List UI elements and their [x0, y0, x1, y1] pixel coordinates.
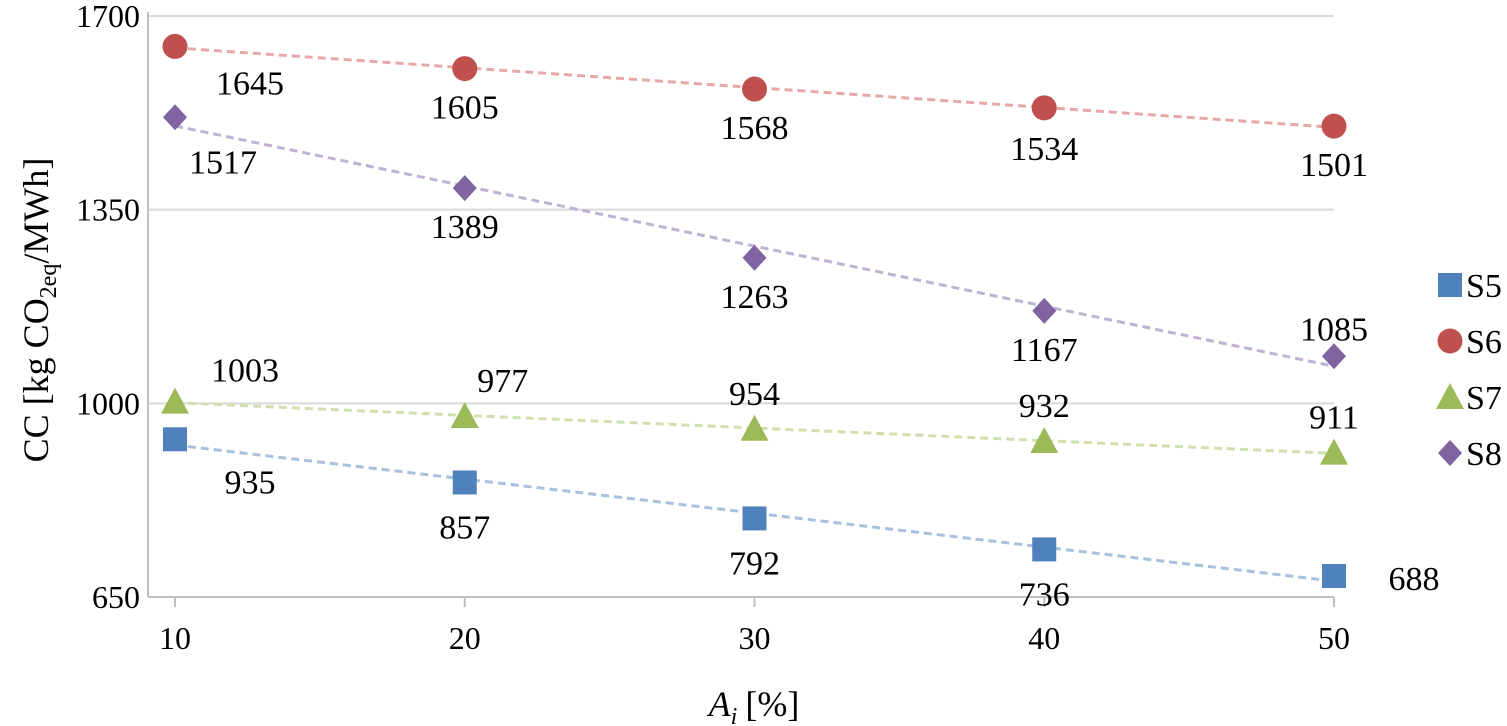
- data-point-s6: [742, 76, 767, 102]
- data-point-s6: [1031, 95, 1057, 121]
- data-label-s8: 1263: [721, 279, 789, 316]
- data-label-s8: 1517: [189, 144, 257, 181]
- data-point-s5: [1032, 537, 1057, 562]
- data-label-s7: 954: [729, 376, 780, 413]
- data-point-s6: [162, 33, 188, 59]
- data-point-s8: [742, 244, 767, 271]
- data-point-s7: [1030, 426, 1059, 453]
- data-label-s6: 1605: [431, 90, 499, 127]
- legend-label-s7: S7: [1466, 380, 1502, 417]
- data-point-s5: [1322, 563, 1346, 588]
- x-tick-label: 20: [449, 620, 481, 656]
- data-point-s7: [1320, 438, 1348, 465]
- data-label-s6: 1501: [1300, 147, 1368, 184]
- x-axis-title: Ai [%]: [707, 684, 800, 726]
- data-label-s5: 688: [1389, 561, 1440, 598]
- data-label-s8: 1389: [431, 209, 499, 246]
- y-tick-label: 1000: [76, 385, 140, 421]
- x-tick-label: 10: [159, 620, 191, 656]
- legend-marker-s8: [1438, 440, 1462, 466]
- legend-label-s6: S6: [1466, 324, 1502, 361]
- trendline-s6: [174, 46, 1335, 129]
- data-label-s8: 1167: [1011, 332, 1078, 369]
- data-point-s5: [163, 427, 187, 452]
- trendline-s7: [174, 401, 1335, 455]
- y-tick-label: 1700: [76, 0, 140, 34]
- data-label-s7: 911: [1309, 400, 1359, 437]
- data-point-s5: [742, 506, 767, 531]
- x-tick-label: 30: [739, 620, 771, 656]
- data-label-s5: 935: [225, 464, 276, 501]
- data-label-s7: 977: [477, 363, 528, 400]
- axes: 650 1000 1350 1700 10 20 30 40 50: [76, 0, 1350, 656]
- x-tick-label: 40: [1028, 620, 1060, 656]
- data-point-s6: [452, 56, 478, 82]
- gridlines: [148, 15, 1334, 405]
- data-label-s8: 1085: [1300, 311, 1368, 348]
- data-point-s5: [452, 470, 477, 495]
- legend-label-s5: S5: [1466, 268, 1502, 305]
- data-label-s5: 792: [729, 545, 780, 582]
- data-label-s7: 1003: [211, 353, 279, 390]
- y-tick-label: 650: [92, 579, 140, 615]
- data-label-s5: 857: [439, 509, 490, 546]
- data-label-s7: 932: [1019, 388, 1070, 425]
- legend: S5 S6 S7 S8: [1436, 268, 1502, 473]
- data-point-s8: [1032, 297, 1057, 324]
- data-markers: [161, 33, 1348, 588]
- y-tick-label: 1350: [76, 192, 140, 228]
- data-label-s6: 1568: [721, 110, 789, 147]
- legend-marker-s6: [1437, 328, 1463, 354]
- data-point-s8: [1322, 343, 1346, 370]
- data-labels: 935 857 792 736 688 1645 1605 1568 1534 1501 1003 9…: [189, 65, 1440, 613]
- legend-marker-s5: [1438, 273, 1462, 297]
- x-tick-label: 50: [1318, 620, 1350, 656]
- data-label-s5: 736: [1019, 576, 1070, 613]
- data-label-s6: 1645: [216, 65, 284, 102]
- data-point-s8: [452, 175, 477, 202]
- data-point-s7: [161, 387, 189, 414]
- data-point-s8: [163, 104, 187, 131]
- data-point-s7: [450, 402, 479, 429]
- y-axis-title: CC [kg CO2eq/MWh]: [16, 158, 62, 463]
- legend-label-s8: S8: [1466, 436, 1502, 473]
- legend-marker-s7: [1436, 383, 1464, 409]
- data-point-s7: [740, 414, 769, 441]
- data-point-s6: [1321, 113, 1347, 139]
- data-label-s6: 1534: [1010, 131, 1078, 168]
